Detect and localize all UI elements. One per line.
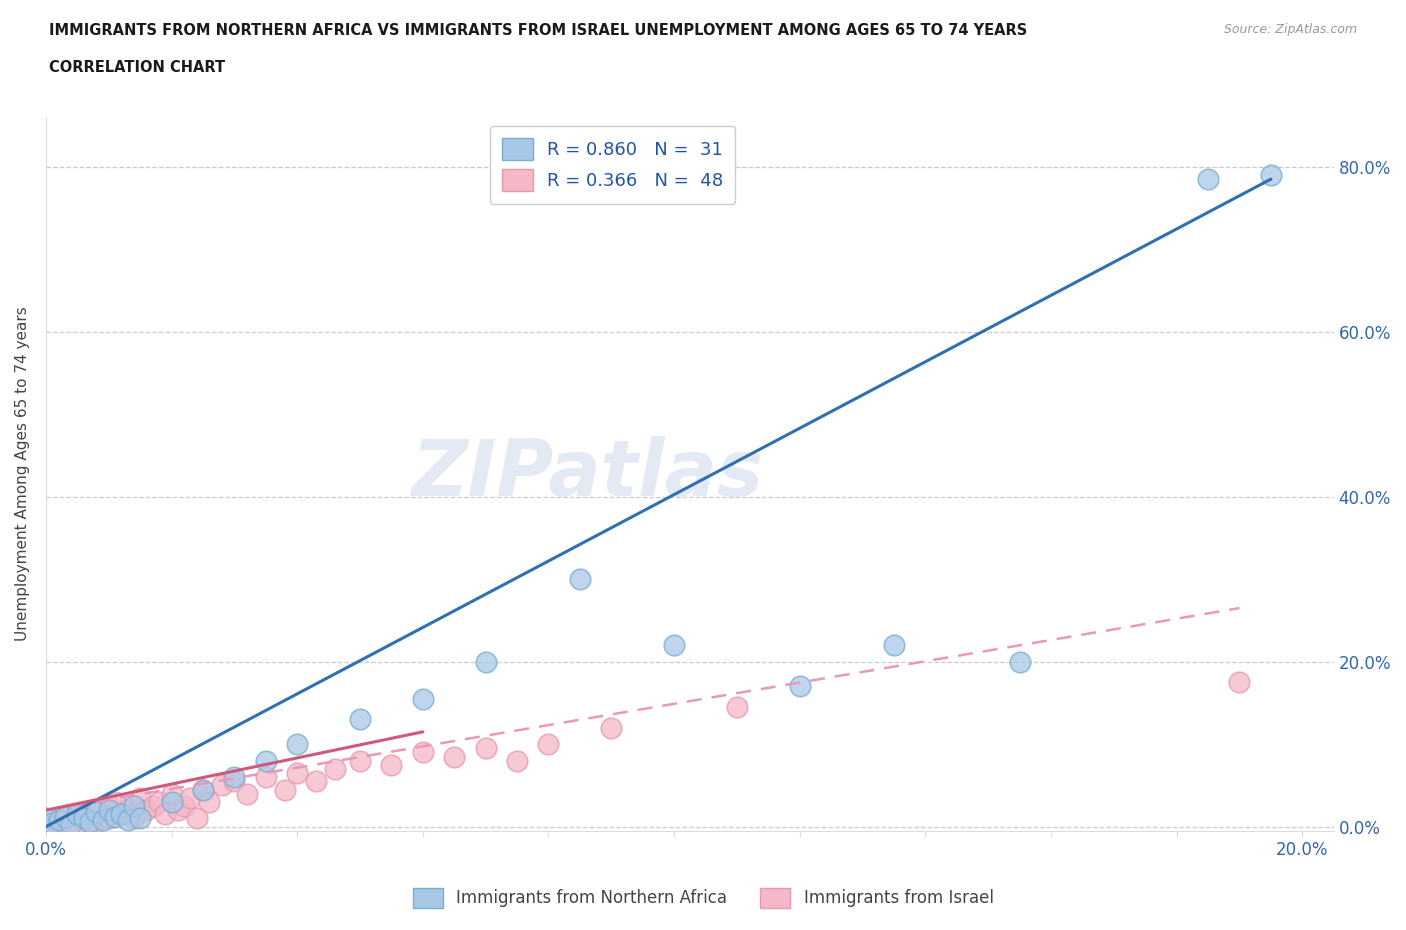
Point [236,786,259,801]
Point [110,807,132,822]
Y-axis label: Unemployment Among Ages 65 to 74 years: Unemployment Among Ages 65 to 74 years [15,307,30,642]
Point [191,782,214,797]
Point [53,809,76,824]
Point [254,770,277,785]
Point [66,809,89,824]
Text: ZIPatlas: ZIPatlas [411,436,763,512]
Point [91,803,114,817]
Point [474,741,496,756]
Point [79,813,101,828]
Point [129,811,152,826]
Point [1197,172,1219,187]
Point [273,782,295,797]
Point [1229,675,1251,690]
Point [323,762,346,777]
Point [122,811,145,826]
Point [412,745,434,760]
Text: CORRELATION CHART: CORRELATION CHART [49,60,225,75]
Point [117,801,139,816]
Text: IMMIGRANTS FROM NORTHERN AFRICA VS IMMIGRANTS FROM ISRAEL UNEMPLOYMENT AMONG AGE: IMMIGRANTS FROM NORTHERN AFRICA VS IMMIG… [49,23,1028,38]
Point [474,654,496,669]
Point [349,753,371,768]
Point [191,782,214,797]
Point [60,817,83,831]
Point [198,794,221,809]
Point [104,809,127,824]
Point [380,757,402,772]
Point [148,794,170,809]
Point [117,813,139,828]
Point [186,811,208,826]
Point [305,774,328,789]
Legend: R = 0.860   N =  31, R = 0.366   N =  48: R = 0.860 N = 31, R = 0.366 N = 48 [489,126,735,204]
Point [73,811,96,826]
Point [91,813,114,828]
Point [224,770,246,785]
Point [41,817,63,831]
Point [97,799,120,814]
Point [506,753,529,768]
Point [66,807,89,822]
Point [84,815,107,830]
Point [48,813,70,828]
Point [84,804,107,819]
Point [725,699,748,714]
Point [349,712,371,727]
Point [285,765,308,780]
Point [160,794,183,809]
Point [84,804,107,819]
Point [211,778,233,793]
Point [224,774,246,789]
Point [129,790,152,805]
Point [883,638,905,653]
Point [110,807,132,822]
Point [66,815,89,830]
Point [97,803,120,817]
Point [443,749,465,764]
Point [122,799,145,814]
Point [1008,654,1031,669]
Point [97,811,120,826]
Point [254,753,277,768]
Point [79,815,101,830]
Point [412,691,434,706]
Point [135,803,157,817]
Point [537,737,560,751]
Point [789,679,811,694]
Point [53,811,76,826]
Point [600,720,623,735]
Point [1260,167,1282,182]
Point [35,815,58,830]
Text: Source: ZipAtlas.com: Source: ZipAtlas.com [1223,23,1357,36]
Point [104,794,127,809]
Point [60,815,83,830]
Point [285,737,308,751]
Point [48,813,70,828]
Point [73,807,96,822]
Point [662,638,685,653]
Point [173,799,195,814]
Point [142,799,165,814]
Point [160,786,183,801]
Point [41,815,63,830]
Point [35,811,58,826]
Point [179,790,201,805]
Legend: Immigrants from Northern Africa, Immigrants from Israel: Immigrants from Northern Africa, Immigra… [406,882,1000,914]
Point [155,807,177,822]
Point [167,803,190,817]
Point [568,572,591,587]
